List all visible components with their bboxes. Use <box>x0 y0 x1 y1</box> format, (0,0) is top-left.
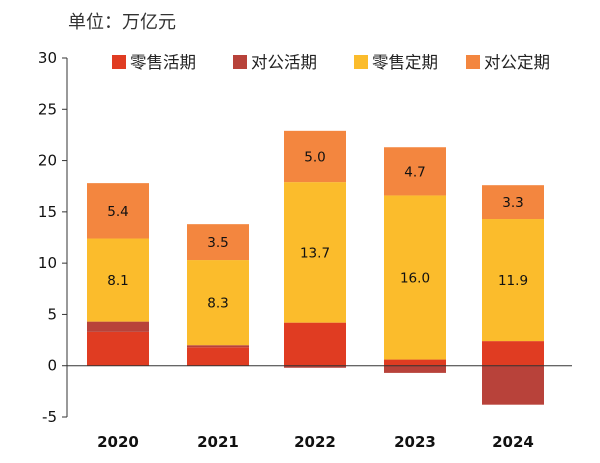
bar-segment <box>482 219 544 342</box>
bar-segment <box>284 182 346 323</box>
bar-segment <box>482 341 544 366</box>
data-label: 13.7 <box>300 245 330 261</box>
data-label: 4.7 <box>404 164 425 180</box>
bar-segment <box>187 347 249 366</box>
y-tick-label: 15 <box>38 203 57 221</box>
legend-swatch <box>233 55 247 69</box>
data-label: 8.3 <box>207 296 228 312</box>
y-tick-label: 5 <box>47 305 57 323</box>
bar-segment <box>482 185 544 220</box>
legend-swatch <box>466 55 480 69</box>
data-label: 3.3 <box>502 195 523 211</box>
y-tick-label: 25 <box>38 100 57 118</box>
legend-label: 零售活期 <box>130 53 196 72</box>
bar-segment <box>187 345 249 348</box>
data-label: 11.9 <box>498 273 528 289</box>
bar-segment <box>384 359 446 366</box>
bar-segment <box>87 331 149 366</box>
x-tick-label: 2022 <box>294 433 336 451</box>
y-tick-label: 10 <box>38 254 57 272</box>
x-tick-label: 2023 <box>394 433 436 451</box>
bar-segment <box>384 147 446 196</box>
data-label: 16.0 <box>400 271 430 287</box>
bar-segment <box>87 238 149 322</box>
x-tick-label: 2021 <box>197 433 239 451</box>
x-tick-label: 2024 <box>492 433 534 451</box>
x-tick-label: 2020 <box>97 433 139 451</box>
y-tick-label: -5 <box>42 408 57 426</box>
bar-segment <box>187 224 249 261</box>
bar-segment <box>284 365 346 368</box>
bar-segment <box>187 260 249 346</box>
legend-swatch <box>354 55 368 69</box>
bar-segment <box>87 183 149 239</box>
bar-segment <box>384 365 446 373</box>
data-label: 8.1 <box>107 273 128 289</box>
data-label: 3.5 <box>207 235 228 251</box>
data-label: 5.4 <box>107 204 128 220</box>
y-tick-label: 0 <box>47 357 57 375</box>
legend-swatch <box>112 55 126 69</box>
y-tick-label: 30 <box>38 49 57 67</box>
legend-label: 对公活期 <box>251 53 317 72</box>
bar-segment <box>284 130 346 183</box>
legend-label: 零售定期 <box>372 53 438 72</box>
data-label: 5.0 <box>304 149 325 165</box>
bar-segment <box>384 195 446 360</box>
unit-label: 单位：万亿元 <box>68 12 176 33</box>
bar-segment <box>284 322 346 366</box>
bar-segment <box>482 365 544 405</box>
bar-segment <box>87 321 149 332</box>
y-tick-label: 20 <box>38 152 57 170</box>
legend-label: 对公定期 <box>484 53 550 72</box>
